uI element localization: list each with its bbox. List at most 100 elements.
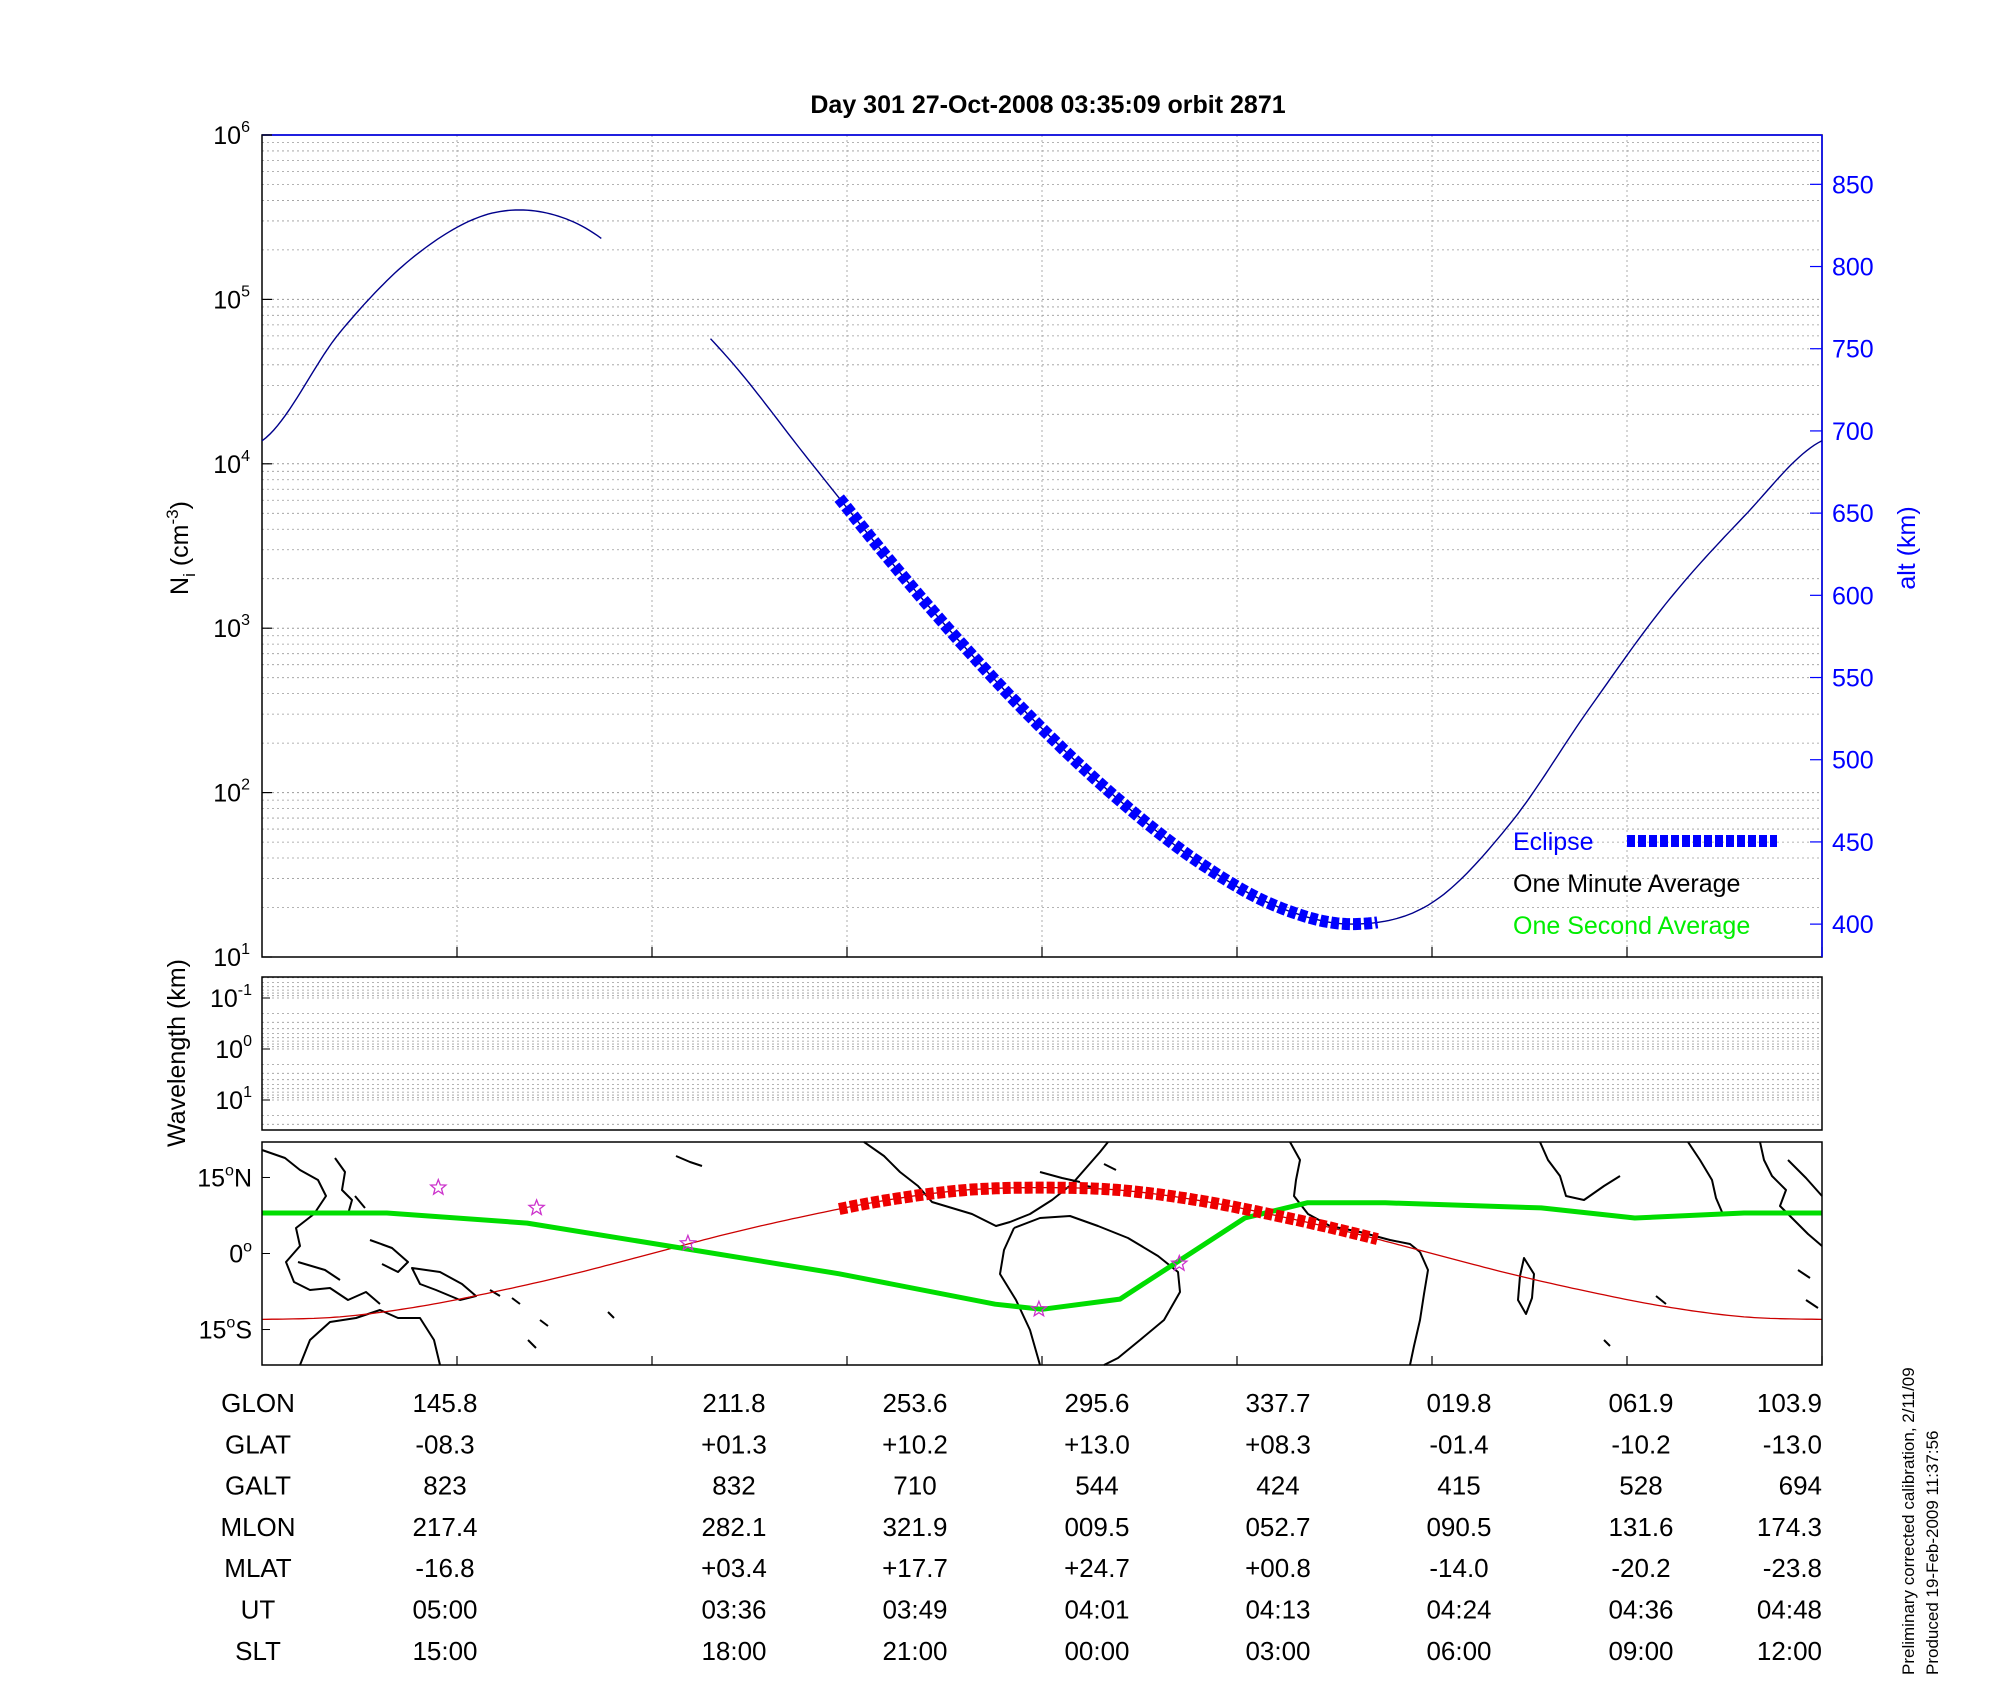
table-cell: 009.5 bbox=[1064, 1512, 1129, 1542]
table-cell: -01.4 bbox=[1429, 1429, 1488, 1459]
y-tick-label: 104 bbox=[213, 448, 250, 479]
table-cell: 694 bbox=[1779, 1471, 1822, 1501]
table-cell: 424 bbox=[1256, 1471, 1299, 1501]
star-marker bbox=[678, 1233, 698, 1252]
table-cell: +17.7 bbox=[882, 1553, 948, 1583]
map-tick-label: 0o bbox=[229, 1239, 252, 1269]
table-cell: 217.4 bbox=[412, 1512, 477, 1542]
y-tick-exp: 2 bbox=[241, 777, 250, 794]
wave-tick-exp: -1 bbox=[238, 982, 252, 999]
table-cell: +13.0 bbox=[1064, 1429, 1130, 1459]
wave-tick-base: 10 bbox=[215, 1036, 243, 1064]
y2-axis-label: alt (km) bbox=[1893, 506, 1921, 589]
y2-tick-label: 600 bbox=[1832, 582, 1874, 610]
table-cell: 295.6 bbox=[1064, 1388, 1129, 1418]
y2-tick-label: 500 bbox=[1832, 747, 1874, 775]
table-cell: 04:48 bbox=[1757, 1595, 1822, 1625]
coast-australia bbox=[299, 1309, 441, 1366]
legend-eclipse-label: Eclipse bbox=[1513, 828, 1594, 856]
ephemeris-table: GLON GLAT GALT MLON MLAT UT SLT 145.8 -08.3 823 21… bbox=[220, 1388, 1822, 1666]
table-cell: 05:00 bbox=[412, 1595, 477, 1625]
table-cell: 832 bbox=[712, 1471, 755, 1501]
table-row-label: SLT bbox=[235, 1636, 281, 1666]
star-marker bbox=[527, 1198, 546, 1216]
table-cell: 09:00 bbox=[1608, 1636, 1673, 1666]
map-tick-num: 15 bbox=[197, 1164, 225, 1192]
wave-tick-label: 100 bbox=[215, 1033, 252, 1064]
star-markers bbox=[428, 1177, 1189, 1318]
y-tick-base: 10 bbox=[213, 122, 241, 150]
star-marker bbox=[1029, 1299, 1049, 1318]
table-cell: 03:00 bbox=[1245, 1636, 1310, 1666]
legend: Eclipse One Minute Average One Second Av… bbox=[1513, 828, 1777, 940]
table-cell: +00.8 bbox=[1245, 1553, 1311, 1583]
table-cell: 282.1 bbox=[701, 1512, 766, 1542]
table-cell: -13.0 bbox=[1763, 1429, 1822, 1459]
y-label-unit-close: ) bbox=[166, 501, 194, 509]
wavelength-gridlines bbox=[262, 977, 1822, 1125]
map-tick-deg: o bbox=[243, 1239, 252, 1256]
y-tick-exp: 6 bbox=[241, 119, 250, 136]
table-cell: +08.3 bbox=[1245, 1429, 1311, 1459]
table-cell: 00:00 bbox=[1064, 1636, 1129, 1666]
wave-tick-label: 101 bbox=[215, 1084, 252, 1115]
y2-tick-label: 450 bbox=[1832, 829, 1874, 857]
table-cell: 253.6 bbox=[882, 1388, 947, 1418]
table-cell: -20.2 bbox=[1611, 1553, 1670, 1583]
y2-tick-label: 700 bbox=[1832, 418, 1874, 446]
density-gridlines bbox=[262, 135, 1823, 958]
y-tick-exp: 1 bbox=[241, 941, 250, 958]
y-tick-exp: 3 bbox=[241, 612, 250, 629]
map-tick-deg: o bbox=[225, 1162, 234, 1179]
y-label-sub: i bbox=[180, 573, 199, 577]
y2-tick-label: 800 bbox=[1832, 254, 1874, 282]
table-cell: 12:00 bbox=[1757, 1636, 1822, 1666]
table-cell: 710 bbox=[893, 1471, 936, 1501]
y-tick-exp: 5 bbox=[241, 283, 250, 300]
table-cell: -23.8 bbox=[1763, 1553, 1822, 1583]
y-label-unit-exp: -3 bbox=[163, 509, 182, 524]
coast-islands-3 bbox=[1603, 1269, 1819, 1347]
table-row-label: GALT bbox=[225, 1471, 291, 1501]
wave-tick-base: 10 bbox=[215, 1087, 243, 1115]
right-y-ticks: 400 450 500 550 600 650 700 750 800 850 bbox=[1810, 171, 1874, 939]
star-marker bbox=[428, 1177, 448, 1196]
y2-tick-label: 400 bbox=[1832, 911, 1874, 939]
table-cell: -16.8 bbox=[415, 1553, 474, 1583]
y-tick-base: 10 bbox=[213, 451, 241, 479]
eclipse-track-series bbox=[838, 1181, 1379, 1245]
legend-minute-label: One Minute Average bbox=[1513, 870, 1740, 898]
y-tick-label: 106 bbox=[213, 119, 250, 150]
eclipse-line bbox=[834, 494, 1379, 931]
table-cell: 04:24 bbox=[1426, 1595, 1491, 1625]
y2-tick-label: 550 bbox=[1832, 665, 1874, 693]
table-cell: -10.2 bbox=[1611, 1429, 1670, 1459]
y-label-unit-open: (cm bbox=[166, 525, 194, 574]
y-tick-base: 10 bbox=[213, 615, 241, 643]
table-row-label: GLAT bbox=[225, 1429, 291, 1459]
y-tick-exp: 4 bbox=[241, 448, 250, 465]
chart-title: Day 301 27-Oct-2008 03:35:09 orbit 2871 bbox=[810, 91, 1285, 119]
table-cell: -08.3 bbox=[415, 1429, 474, 1459]
wave-tick-exp: 1 bbox=[243, 1084, 252, 1101]
table-cell: 21:00 bbox=[882, 1636, 947, 1666]
y2-tick-label: 850 bbox=[1832, 171, 1874, 199]
coast-islands-1 bbox=[297, 1157, 409, 1281]
table-cell: 061.9 bbox=[1608, 1388, 1673, 1418]
y-label-main: N bbox=[166, 577, 194, 595]
y-tick-base: 10 bbox=[213, 780, 241, 808]
table-cell: 823 bbox=[423, 1471, 466, 1501]
map-tick-label: 15oN bbox=[197, 1162, 252, 1192]
table-row-label: GLON bbox=[221, 1388, 295, 1418]
map-plot-area bbox=[262, 1142, 1822, 1365]
table-cell: 06:00 bbox=[1426, 1636, 1491, 1666]
legend-second-label: One Second Average bbox=[1513, 912, 1750, 940]
map-tick-num: 15 bbox=[199, 1317, 227, 1345]
y-tick-label: 105 bbox=[213, 283, 250, 314]
table-cell: 15:00 bbox=[412, 1636, 477, 1666]
